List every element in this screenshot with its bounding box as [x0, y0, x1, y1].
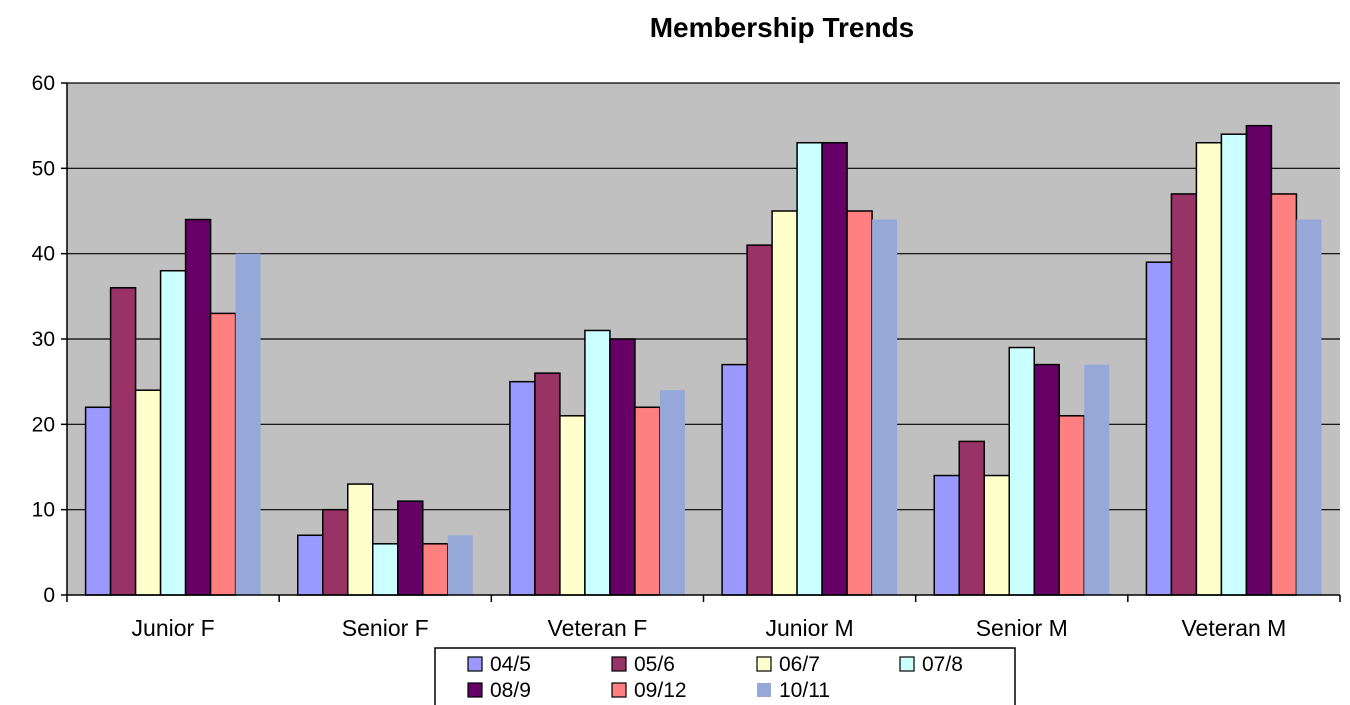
bar — [347, 483, 374, 596]
bar — [297, 534, 324, 596]
bar — [422, 543, 449, 596]
bar — [634, 406, 661, 596]
gridlines — [67, 82, 1340, 511]
bar — [1245, 124, 1273, 596]
bar — [109, 287, 137, 596]
bar — [1008, 346, 1035, 596]
bar — [1195, 141, 1223, 596]
bars — [84, 124, 1322, 596]
series-07-8 — [159, 133, 1248, 596]
bar — [872, 219, 898, 596]
bar — [609, 338, 636, 596]
bar — [584, 329, 611, 596]
bar — [983, 474, 1010, 596]
bar — [209, 312, 237, 596]
legend-item: 10/11 — [757, 679, 830, 702]
y-tick-label: 30 — [32, 328, 55, 351]
bar — [1270, 193, 1298, 596]
y-tick-label: 10 — [32, 499, 55, 522]
bar — [235, 253, 261, 595]
bar — [184, 218, 212, 596]
y-tick-label: 60 — [32, 72, 55, 95]
series-08-9 — [184, 124, 1273, 596]
y-tick-label: 40 — [32, 243, 55, 266]
bar — [958, 440, 985, 596]
legend-swatch — [467, 682, 483, 698]
legend-swatch — [611, 682, 627, 698]
legend-label: 05/6 — [634, 653, 675, 676]
legend-box — [434, 647, 1016, 705]
legend-swatch — [611, 656, 627, 672]
bar — [1033, 363, 1060, 596]
x-tick-label: Senior F — [342, 615, 429, 641]
bar — [134, 389, 162, 596]
bar — [534, 372, 561, 596]
bar — [1220, 133, 1248, 596]
x-tick-label: Veteran M — [1181, 615, 1286, 641]
bar — [397, 500, 424, 596]
x-axis: Junior F Senior F Veteran F Junior M Senior … — [66, 594, 1341, 641]
bar — [447, 535, 473, 595]
bar — [159, 269, 187, 596]
bar — [509, 380, 536, 596]
bar — [322, 508, 349, 596]
x-tick-label: Veteran F — [548, 615, 648, 641]
legend-label: 09/12 — [634, 679, 687, 702]
bar — [559, 415, 586, 596]
legend-item: 05/6 — [611, 653, 675, 676]
bar — [659, 390, 685, 595]
y-tick-label: 20 — [32, 413, 55, 436]
bar — [821, 141, 848, 596]
y-axis: 0 10 20 30 40 50 60 — [32, 72, 68, 607]
bar — [933, 474, 960, 596]
legend-swatch — [467, 656, 483, 672]
legend-swatch — [757, 683, 771, 697]
legend-label: 06/7 — [779, 653, 820, 676]
x-tick-label: Senior M — [976, 615, 1068, 641]
legend-item: 04/5 — [467, 653, 531, 676]
legend-item: 09/12 — [611, 679, 687, 702]
series-09-12 — [209, 193, 1298, 596]
x-tick-label: Junior M — [765, 615, 853, 641]
legend-label: 10/11 — [779, 679, 830, 702]
legend-label: 07/8 — [922, 653, 963, 676]
bar — [846, 210, 873, 596]
bar — [1058, 415, 1085, 596]
legend-swatch — [899, 656, 915, 672]
bar — [771, 210, 798, 596]
bar — [84, 406, 112, 596]
legend-swatch — [756, 656, 772, 672]
bar — [1170, 193, 1198, 596]
chart-title: Membership Trends — [650, 12, 915, 43]
bar — [1296, 219, 1322, 596]
bar — [796, 141, 823, 596]
legend-item: 08/9 — [467, 679, 531, 702]
legend-label: 08/9 — [490, 679, 531, 702]
bar — [721, 363, 748, 596]
legend-item: 06/7 — [756, 653, 820, 676]
legend-item: 07/8 — [899, 653, 963, 676]
legend-label: 04/5 — [490, 653, 531, 676]
x-tick-label: Junior F — [132, 615, 215, 641]
legend: 04/5 05/6 06/7 07/8 08/9 09/12 10/11 — [434, 647, 1016, 705]
bar — [1145, 261, 1173, 596]
series-10-11 — [235, 219, 1322, 596]
y-tick-label: 0 — [43, 584, 55, 607]
bar — [372, 543, 399, 596]
y-tick-label: 50 — [32, 157, 55, 180]
bar — [746, 244, 773, 596]
bar — [1084, 364, 1110, 595]
